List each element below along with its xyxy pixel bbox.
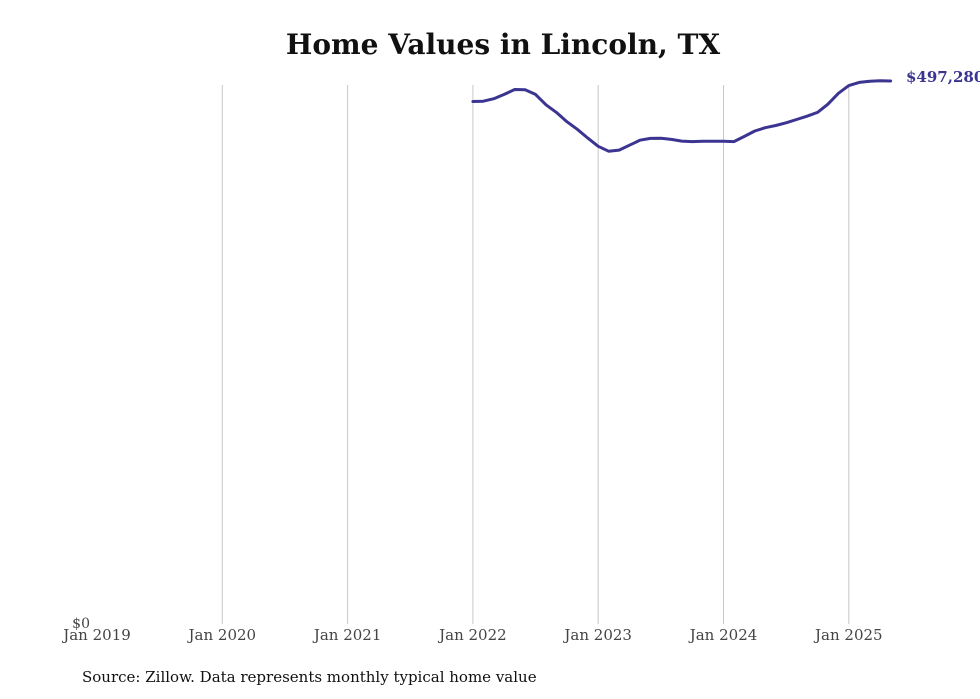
- chart-title: Home Values in Lincoln, TX: [285, 28, 721, 61]
- end-value-label: $497,280: [906, 68, 980, 86]
- series-layer: [471, 79, 893, 153]
- x-tick-label: Jan 2022: [437, 626, 507, 644]
- x-tick-label: Jan 2024: [688, 626, 758, 644]
- series-line: [471, 79, 893, 153]
- x-tick-label: Jan 2020: [187, 626, 257, 644]
- x-tick-label: Jan 2021: [312, 626, 382, 644]
- grid-lines: [221, 85, 850, 624]
- x-tick-label: Jan 2019: [61, 626, 131, 644]
- y-tick-label: $0: [72, 616, 90, 632]
- source-note: Source: Zillow. Data represents monthly …: [82, 668, 537, 686]
- x-tick-label: Jan 2025: [813, 626, 883, 644]
- axis-labels: Jan 2019 Jan 2020 Jan 2021 Jan 2022 Jan 2023…: [61, 68, 980, 644]
- x-tick-label: Jan 2023: [562, 626, 632, 644]
